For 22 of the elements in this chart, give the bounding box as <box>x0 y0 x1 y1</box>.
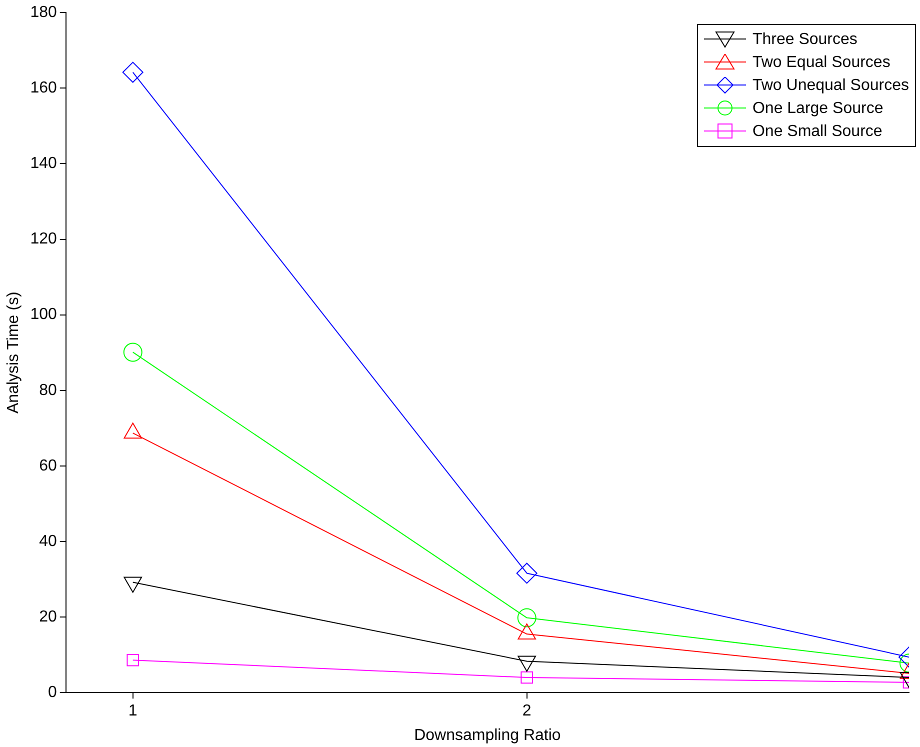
y-tick-label: 80 <box>39 382 57 399</box>
point <box>126 654 140 666</box>
legend-label: Two Unequal Sources <box>752 76 909 94</box>
legend-label: Two Equal Sources <box>752 54 890 72</box>
y-tick-label: 60 <box>39 457 57 474</box>
x-tick-label: 1 <box>128 702 138 720</box>
legend-label: Three Sources <box>752 30 858 48</box>
point <box>123 342 142 362</box>
y-tick-label: 140 <box>30 155 57 172</box>
y-tick-label: 40 <box>39 532 57 550</box>
y-tick-label: 180 <box>30 4 57 22</box>
legend-label: One Large Source <box>752 100 884 118</box>
x-tick-label: 2 <box>522 702 532 720</box>
x-axis-title: Downsampling Ratio <box>414 726 561 744</box>
y-tick-label: 0 <box>48 684 57 702</box>
point <box>122 62 144 83</box>
y-tick-label: 100 <box>30 306 57 324</box>
y-axis-title: Analysis Time (s) <box>5 292 22 414</box>
legend-label: One Small Source <box>752 122 882 140</box>
y-tick-label: 120 <box>30 230 57 248</box>
y-tick-label: 160 <box>30 80 57 97</box>
y-tick-label: 20 <box>39 608 57 626</box>
